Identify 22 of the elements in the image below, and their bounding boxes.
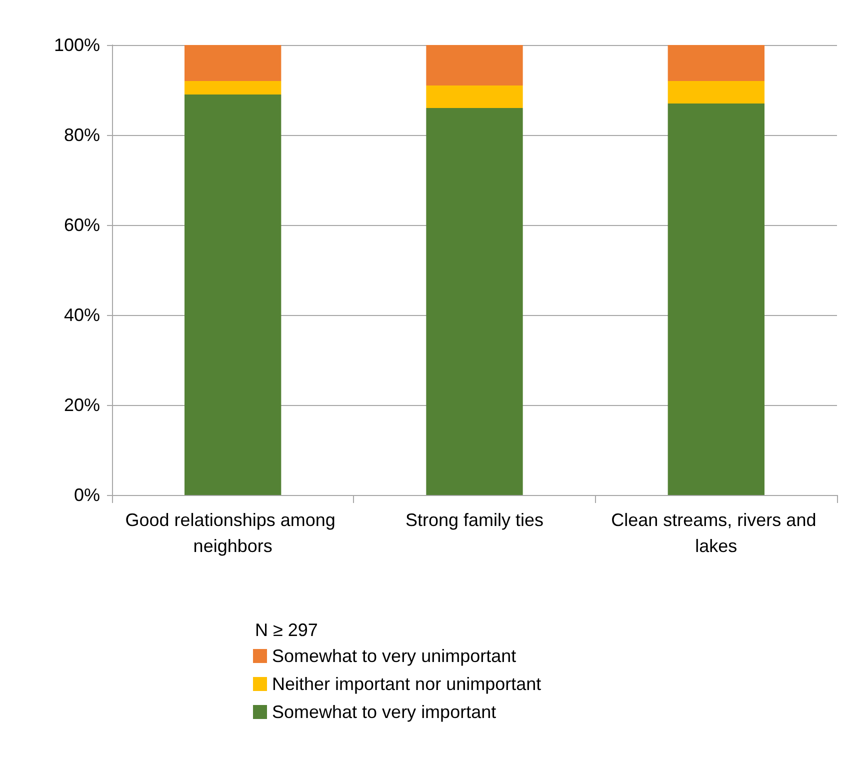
- bar: [668, 81, 764, 104]
- bar: [668, 45, 764, 81]
- bar: [184, 94, 282, 495]
- y-tick-label: 40%: [64, 305, 100, 325]
- bar: [184, 81, 282, 94]
- legend-label: Neither important nor unimportant: [272, 674, 542, 694]
- bar: [184, 45, 282, 81]
- x-tick-label: Strong family ties: [405, 510, 544, 530]
- bar: [426, 45, 523, 86]
- y-tick-label: 20%: [64, 395, 100, 415]
- x-tick-label: Good relationships among neighbors: [125, 510, 340, 556]
- legend-title: N ≥ 297: [255, 620, 318, 640]
- bar: [426, 108, 523, 495]
- y-tick-label: 100%: [54, 35, 100, 55]
- legend-label: Somewhat to very unimportant: [272, 646, 516, 666]
- bar: [668, 104, 764, 495]
- y-tick-label: 0%: [74, 485, 100, 505]
- legend-label: Somewhat to very important: [272, 702, 496, 722]
- bar: [426, 86, 523, 108]
- x-tick-label: Clean streams, rivers and lakes: [611, 510, 822, 556]
- y-tick-label: 80%: [64, 125, 100, 145]
- y-tick-label: 60%: [64, 215, 100, 235]
